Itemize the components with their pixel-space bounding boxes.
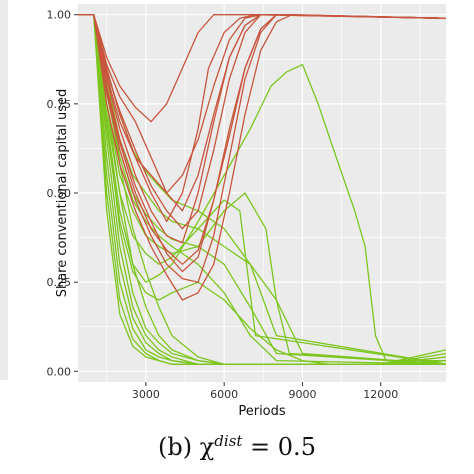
red-series-line	[78, 14, 447, 194]
x-axis-title: Periods	[238, 404, 286, 419]
x-tick-label: 12000	[363, 388, 398, 401]
y-tick-label: 0.75	[47, 98, 72, 111]
figure-caption: (b) χdist = 0.5	[0, 432, 474, 468]
green-series-line	[78, 14, 447, 365]
caption-prefix: (b) χ	[158, 433, 215, 461]
y-tick-label: 0.00	[47, 365, 72, 378]
red-series-line	[78, 14, 447, 212]
caption-suffix: = 0.5	[242, 433, 316, 461]
series-lines	[78, 14, 447, 365]
caption-superscript: dist	[214, 432, 243, 450]
y-tick-label: 0.50	[47, 187, 72, 200]
x-tick-label: 6000	[210, 388, 238, 401]
y-tick-label: 1.00	[47, 9, 72, 22]
green-series-line	[78, 14, 447, 365]
red-series-line	[78, 14, 447, 230]
red-series-line	[78, 14, 447, 283]
green-series-line	[78, 14, 446, 362]
x-tick-label: 3000	[132, 388, 160, 401]
right-panel-edge	[466, 0, 474, 380]
red-series-line	[78, 14, 447, 265]
red-series-line	[78, 14, 447, 301]
x-tick-label: 9000	[288, 388, 316, 401]
y-tick-label: 0.25	[47, 276, 72, 289]
axis-ticks: 3000 6000 9000 12000 0.00 0.25 0.50 0.75 1.00	[47, 9, 399, 401]
red-series-line	[78, 14, 447, 223]
red-series-line	[78, 14, 447, 123]
left-panel-edge	[0, 0, 8, 380]
y-axis-title: Share conventional capital used	[55, 89, 70, 298]
